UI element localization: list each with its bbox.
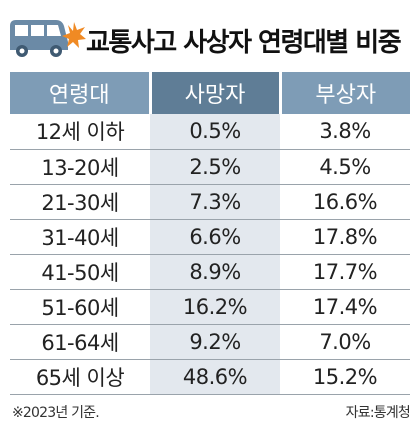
death-share-cell: 16.2% <box>150 288 280 324</box>
injury-share-cell: 15.2% <box>280 358 410 395</box>
source-credit: 자료:통계청 <box>345 405 411 421</box>
age-group-cell: 21-30세 <box>10 183 150 219</box>
age-group-cell: 31-40세 <box>10 218 150 254</box>
death-share-cell: 48.6% <box>150 358 280 395</box>
injury-share-cell: 17.4% <box>280 288 410 324</box>
table-row: 41-50세 8.9% 17.7% <box>10 253 410 289</box>
data-table: 연령대 사망자 부상자 12세 이하 0.5% 3.8% 13-20세 2.5%… <box>10 72 410 395</box>
age-group-cell: 12세 이하 <box>35 120 125 145</box>
column-header-injuries: 부상자 <box>278 72 410 114</box>
death-share-cell: 0.5% <box>150 114 280 149</box>
age-group-cell: 61-64세 <box>10 323 150 359</box>
table-row: 51-60세 16.2% 17.4% <box>10 288 410 324</box>
header: 교통사고 사상자 연령대별 비중 <box>0 0 420 68</box>
age-group-cell: 65세 이상 <box>10 358 150 395</box>
age-group-cell: 41-50세 <box>10 253 150 289</box>
footnote: ※2023년 기준. <box>12 405 100 421</box>
column-header-deaths: 사망자 <box>148 72 280 114</box>
death-share-cell: 8.9% <box>150 253 280 289</box>
car-crash-icon <box>10 20 86 57</box>
table-row: 12세 이하 0.5% 3.8% <box>10 114 410 149</box>
column-header-age: 연령대 <box>10 72 150 114</box>
table-header-row: 연령대 사망자 부상자 <box>10 72 410 114</box>
table-row: 61-64세 9.2% 7.0% <box>10 323 410 359</box>
death-share-cell: 2.5% <box>150 148 280 184</box>
injury-share-cell: 16.6% <box>280 183 410 219</box>
table-row: 21-30세 7.3% 16.6% <box>10 183 410 219</box>
injury-share-cell: 17.7% <box>280 253 410 289</box>
chart-title: 교통사고 사상자 연령대별 비중 <box>86 28 402 58</box>
age-group-cell: 51-60세 <box>10 288 150 324</box>
age-group-cell: 13-20세 <box>10 148 150 184</box>
injury-share-cell: 4.5% <box>280 148 410 184</box>
death-share-cell: 7.3% <box>150 183 280 219</box>
table-row: 13-20세 2.5% 4.5% <box>10 148 410 184</box>
death-share-cell: 6.6% <box>150 218 280 254</box>
injury-share-cell: 7.0% <box>280 323 410 359</box>
death-share-cell: 9.2% <box>150 323 280 359</box>
injury-share-cell: 3.8% <box>319 119 371 144</box>
injury-share-cell: 17.8% <box>280 218 410 254</box>
table-row: 65세 이상 48.6% 15.2% <box>10 358 410 395</box>
table-row: 31-40세 6.6% 17.8% <box>10 218 410 254</box>
